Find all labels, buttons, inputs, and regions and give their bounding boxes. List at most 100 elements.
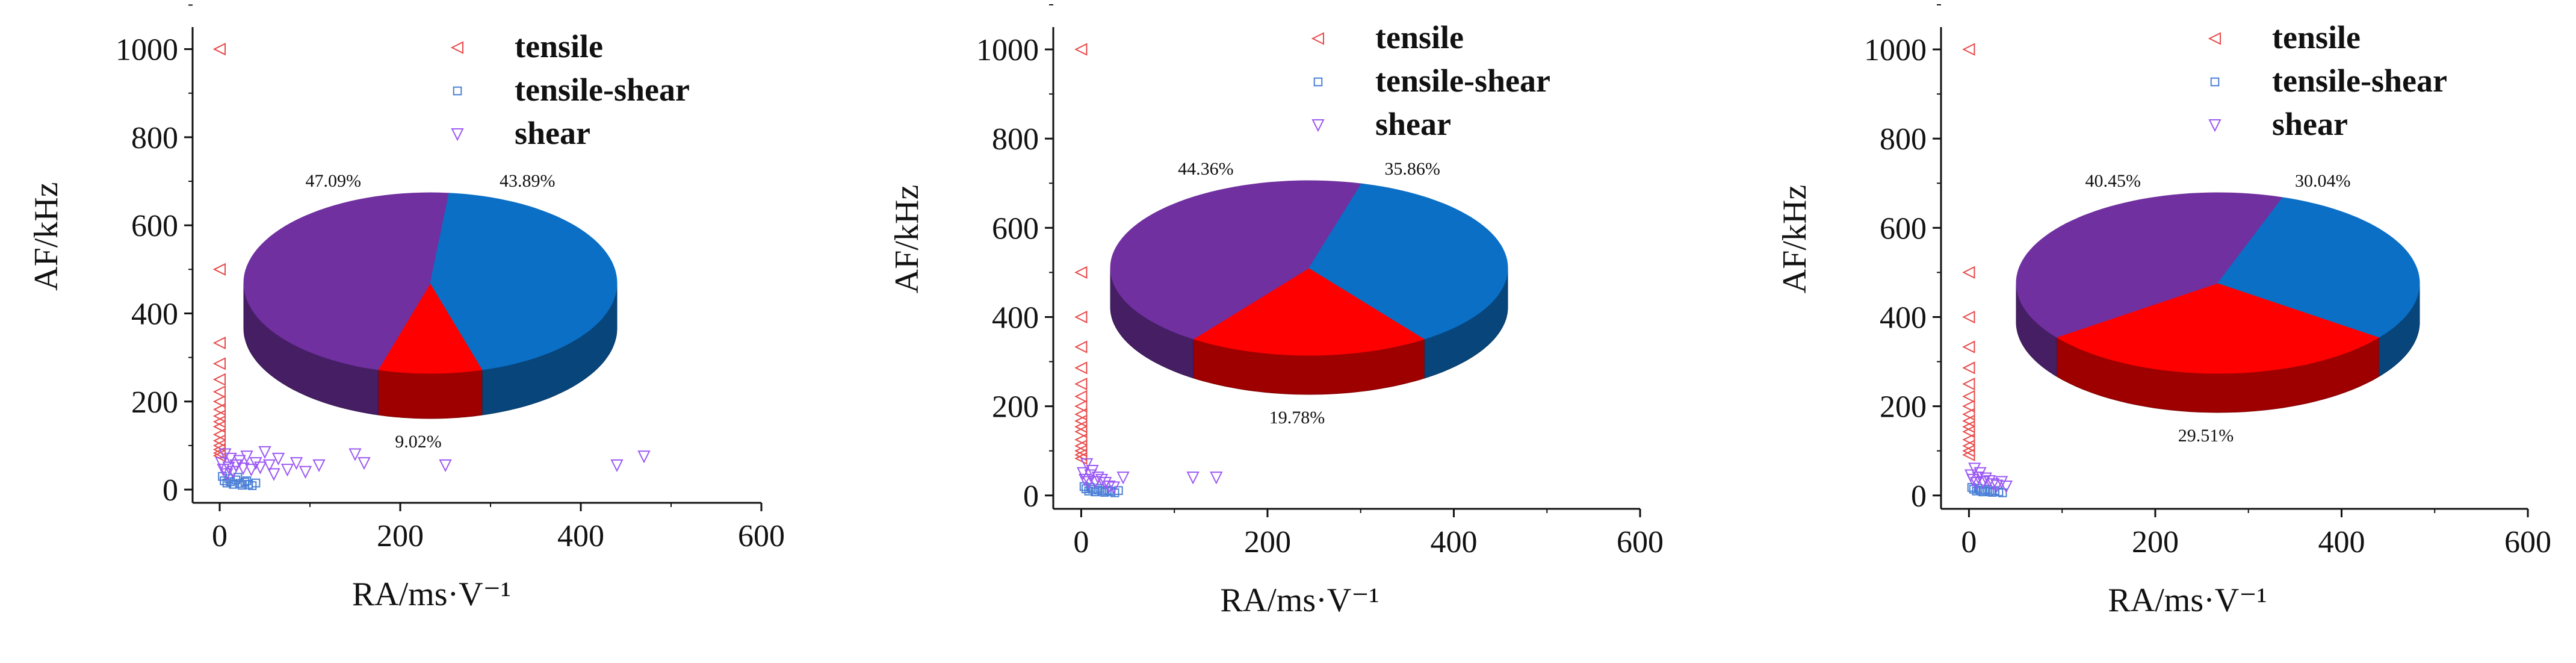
y-axis-title: AF/kHz [888,185,926,293]
point-tensile [1962,340,1975,353]
point-tensile [1074,425,1088,438]
x-tick-label: 400 [1430,525,1477,559]
point-tensile [1074,43,1088,56]
point-tensile [1962,43,1975,56]
point-tensile [1962,400,1975,413]
point-tensile [1962,361,1975,375]
point-tensile-shear [1081,484,1091,493]
legend-marker-shear [451,128,464,142]
pie-slice-shear [2016,192,2283,338]
x-tick-label: 400 [2318,525,2365,559]
x-axis-title: RA/ms·V⁻¹ [1220,582,1379,619]
pie-label-tensile: 29.51% [2178,426,2234,446]
point-shear [253,461,267,475]
point-tensile [212,428,226,441]
legend: tensile tensile-shear shear [2208,19,2447,142]
point-tensile [1074,377,1088,391]
point-shear [1086,465,1099,478]
point-tensile [1074,390,1088,403]
point-shear [1968,462,1981,476]
x-tick-label: 600 [1617,525,1664,559]
legend-marker-tensile-shear [453,86,462,96]
point-shear [1977,476,1990,489]
point-shear [224,452,237,466]
point-tensile [212,395,226,408]
point-shear [299,465,312,479]
y-axis-title: AF/kHz [28,182,65,290]
x-tick-label: 200 [1244,525,1291,559]
point-tensile [1074,361,1088,375]
point-tensile [1962,448,1975,461]
y-tick-label: 0 [1023,479,1039,514]
x-tick-label: 400 [557,519,604,553]
panel-2: 0 200 400 600 800 1000 0 200 400 600 RA/ms·V⁻¹ AF/k… [888,4,1664,619]
pie-chart: 9.02% 47.09% 43.89% [243,171,618,452]
legend: tensile tensile-shear shear [450,28,690,151]
point-shear [217,464,230,477]
y-tick-label: 1000 [976,33,1039,67]
point-shear [1970,477,1983,490]
y-tick-label: 1000 [1864,33,1927,67]
y-tick-label: 400 [992,300,1039,335]
y-tick-label: 800 [1880,122,1927,157]
point-tensile [1962,390,1975,403]
panel-3: 0 200 400 600 800 1000 0 200 400 600 RA/ms·V⁻¹ AF/k… [1776,4,2551,619]
point-tensile [1074,340,1088,353]
point-tensile [1074,408,1088,421]
point-tensile [212,263,226,276]
point-shear [1103,480,1116,494]
series-tensile [212,42,226,462]
pie-chart: 29.51% 40.45% 30.04% [2016,171,2420,446]
y-tick-label: 800 [131,121,178,155]
series-shear [1964,462,2013,494]
point-tensile-shear [220,476,229,485]
legend-label-tensile-shear: tensile-shear [1375,63,1550,99]
point-tensile-shear [1969,485,1978,494]
point-shear [289,457,303,470]
pie-slice-shear [1110,180,1362,340]
point-shear [1999,480,2013,494]
point-tensile-shear [226,477,235,487]
point-tensile [1962,433,1975,446]
point-tensile-shear [1983,485,1992,494]
legend-marker-tensile [450,41,463,54]
point-shear [1095,473,1109,487]
point-shear [1966,473,1980,487]
point-shear [439,459,452,473]
point-tensile [1074,433,1088,446]
pie-slice-tensile [1192,267,1426,356]
pie-label-shear: 47.09% [306,171,362,191]
point-tensile [1074,310,1088,324]
point-shear [233,455,246,468]
point-shear [222,461,235,475]
point-shear [1995,476,2008,489]
pie-slice-tensile-shear [1308,183,1508,340]
y-tick-label: 0 [1911,479,1927,514]
x-tick-label: 0 [212,519,228,553]
point-tensile [212,403,226,416]
point-shear [1099,477,1112,490]
point-shear [237,462,250,476]
point-shear [1076,467,1090,480]
y-tick-label: 600 [992,211,1039,246]
legend-label-tensile-shear: tensile-shear [515,72,690,108]
y-tick-label: 200 [131,385,178,420]
point-shear [262,459,276,473]
point-tensile-shear [1095,484,1104,493]
point-tensile [212,385,226,399]
point-shear [1990,479,2004,493]
legend-label-tensile-shear: tensile-shear [2272,63,2447,99]
legend-marker-tensile [1311,32,1324,45]
pie-label-tensile: 19.78% [1269,408,1325,428]
point-shear [348,448,362,461]
point-shear [1116,472,1130,485]
legend-label-tensile: tensile [515,28,603,64]
pie-label-tensile-shear: 43.89% [500,171,556,191]
legend-label-shear: shear [515,115,590,151]
series-tensile [1962,43,1975,461]
x-tick-label: 0 [1961,525,1977,559]
pie-slice-tensile [2055,282,2380,374]
point-shear [218,448,232,461]
